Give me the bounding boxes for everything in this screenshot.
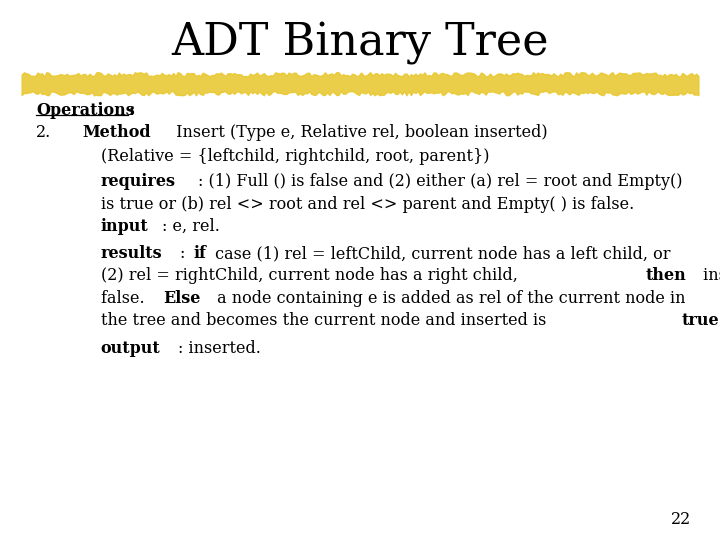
Text: a node containing e is added as rel of the current node in: a node containing e is added as rel of t…: [212, 289, 685, 307]
Text: Method: Method: [82, 124, 150, 141]
Text: output: output: [101, 340, 161, 357]
Text: : inserted.: : inserted.: [178, 340, 261, 357]
Text: :: :: [180, 245, 191, 262]
Text: : e, rel.: : e, rel.: [163, 218, 220, 235]
Text: ADT Binary Tree: ADT Binary Tree: [171, 22, 549, 65]
Text: if: if: [194, 245, 207, 262]
Text: then: then: [645, 267, 686, 285]
Text: input: input: [101, 218, 148, 235]
Text: Else: Else: [163, 289, 201, 307]
Text: the tree and becomes the current node and inserted is: the tree and becomes the current node an…: [101, 312, 552, 329]
Text: true: true: [682, 312, 720, 329]
Text: : (1) Full () is false and (2) either (a) rel = root and Empty(): : (1) Full () is false and (2) either (a…: [197, 173, 682, 191]
Text: 22: 22: [671, 511, 691, 528]
Text: is true or (b) rel <> root and rel <> parent and Empty( ) is false.: is true or (b) rel <> root and rel <> pa…: [101, 195, 634, 213]
Text: inserted is: inserted is: [698, 267, 720, 285]
Text: (2) rel = rightChild, current node has a right child,: (2) rel = rightChild, current node has a…: [101, 267, 523, 285]
Text: 2.: 2.: [36, 124, 51, 141]
Text: results: results: [101, 245, 163, 262]
Text: Operations: Operations: [36, 102, 135, 119]
Text: false.: false.: [101, 289, 150, 307]
Text: Insert (Type e, Relative rel, boolean inserted): Insert (Type e, Relative rel, boolean in…: [171, 124, 547, 141]
Text: (Relative = {leftchild, rightchild, root, parent}): (Relative = {leftchild, rightchild, root…: [101, 148, 490, 165]
Text: case (1) rel = leftChild, current node has a left child, or: case (1) rel = leftChild, current node h…: [210, 245, 671, 262]
Text: requires: requires: [101, 173, 176, 191]
Text: :: :: [128, 102, 134, 119]
